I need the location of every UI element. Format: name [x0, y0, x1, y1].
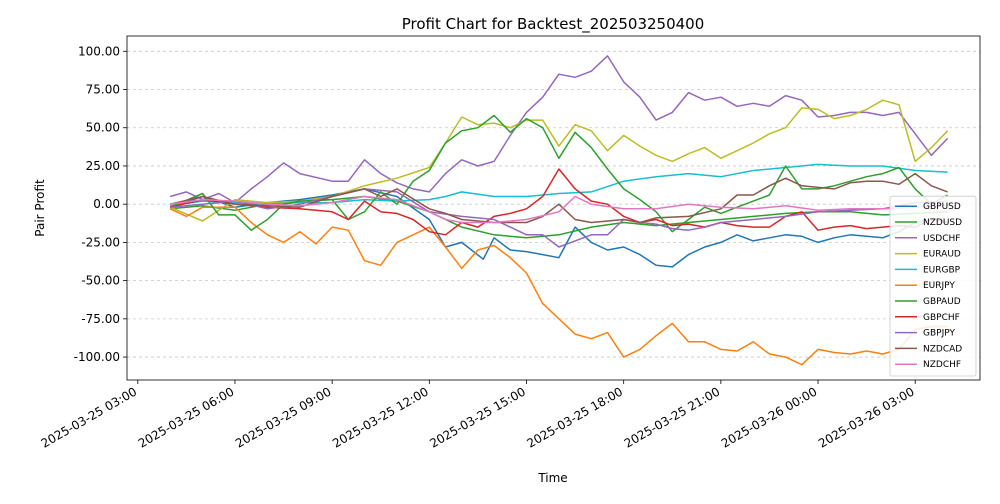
y-tick-label: -25.00: [81, 235, 120, 249]
y-tick-label: 100.00: [78, 44, 120, 58]
y-tick-label: -100.00: [74, 350, 120, 364]
legend-label: NZDCAD: [923, 344, 962, 354]
legend-label: GBPCHF: [923, 313, 960, 323]
legend-box: [889, 195, 977, 377]
legend-label: EURAUD: [923, 250, 961, 260]
series-line-eurjpy: [169, 206, 948, 366]
legend-label: EURGBP: [923, 265, 961, 275]
legend-label: GBPUSD: [923, 202, 961, 212]
series-line-usdchf: [169, 55, 949, 204]
y-tick-label: 75.00: [86, 83, 120, 97]
y-tick-label: 50.00: [86, 121, 120, 135]
series-line-nzdchf: [170, 195, 948, 224]
legend-label: GBPJPY: [923, 329, 955, 339]
y-axis-label: Pair Profit: [33, 179, 47, 237]
legend-label: NZDUSD: [923, 218, 962, 228]
y-tick-label: 25.00: [86, 159, 120, 173]
x-axis-label: Time: [537, 471, 567, 485]
legend: GBPUSD NZDUSD USDCHF EURAUD EURGBP EURJPY GBPA…: [889, 195, 977, 377]
chart-title: Profit Chart for Backtest_202503250400: [402, 15, 705, 34]
series-line-euraud: [169, 99, 949, 222]
y-tick-label: -75.00: [81, 312, 120, 326]
plot-frame: [126, 35, 981, 381]
series-layer: [169, 55, 949, 366]
y-tick-label: 0.00: [93, 197, 120, 211]
legend-label: NZDCHF: [923, 360, 961, 370]
legend-label: USDCHF: [923, 234, 960, 244]
y-tick-label: -50.00: [81, 274, 120, 288]
legend-label: GBPAUD: [923, 297, 961, 307]
legend-label: EURJPY: [923, 281, 955, 291]
series-line-nzdcad: [170, 172, 948, 224]
series-line-gbpchf: [170, 168, 948, 236]
